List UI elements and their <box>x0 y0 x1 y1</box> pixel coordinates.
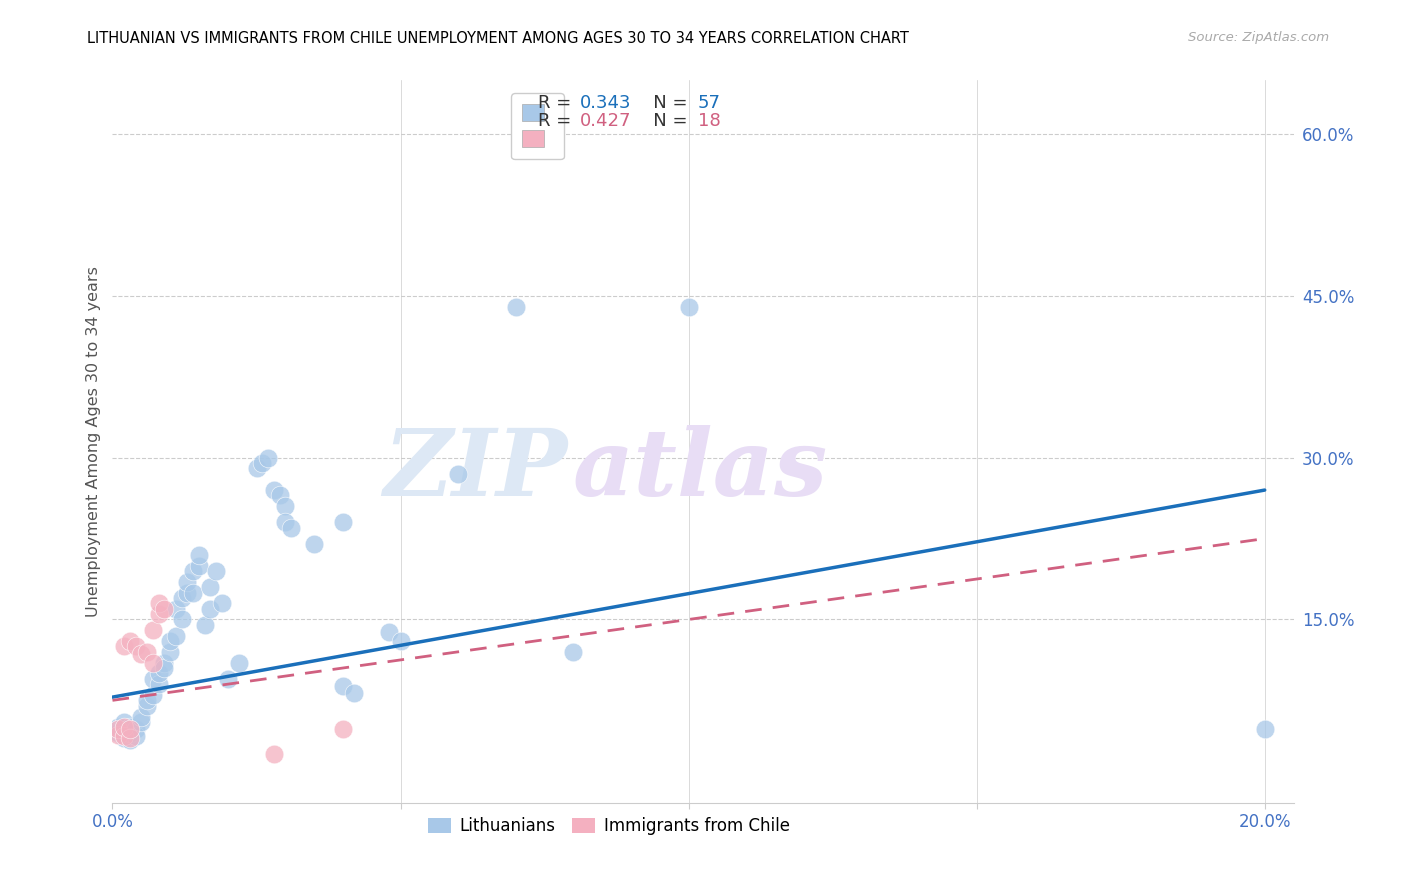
Point <box>257 450 280 465</box>
Point <box>129 714 152 729</box>
Point <box>274 500 297 514</box>
Point <box>274 516 297 530</box>
Point <box>378 625 401 640</box>
Point <box>136 693 159 707</box>
Point <box>118 725 141 739</box>
Text: N =: N = <box>636 95 693 112</box>
Point <box>280 521 302 535</box>
Text: 57: 57 <box>697 95 721 112</box>
Text: R =: R = <box>537 95 576 112</box>
Point <box>562 645 585 659</box>
Text: Source: ZipAtlas.com: Source: ZipAtlas.com <box>1188 31 1329 45</box>
Point <box>118 723 141 737</box>
Point <box>263 747 285 762</box>
Point <box>176 585 198 599</box>
Point <box>136 698 159 713</box>
Point <box>129 647 152 661</box>
Point <box>245 461 267 475</box>
Point <box>136 645 159 659</box>
Text: N =: N = <box>636 112 693 129</box>
Point <box>107 725 129 739</box>
Point <box>269 488 291 502</box>
Point <box>228 656 250 670</box>
Point <box>170 612 193 626</box>
Point <box>187 558 209 573</box>
Legend: Lithuanians, Immigrants from Chile: Lithuanians, Immigrants from Chile <box>420 810 796 841</box>
Point <box>181 585 204 599</box>
Point <box>187 548 209 562</box>
Point <box>1254 723 1277 737</box>
Text: 0.427: 0.427 <box>579 112 631 129</box>
Point <box>200 601 222 615</box>
Point <box>148 596 170 610</box>
Point <box>159 645 181 659</box>
Point <box>181 564 204 578</box>
Text: 0.343: 0.343 <box>579 95 631 112</box>
Point <box>678 300 700 314</box>
Point <box>148 677 170 691</box>
Point <box>124 729 146 743</box>
Point <box>332 679 354 693</box>
Point <box>153 661 176 675</box>
Text: 18: 18 <box>697 112 720 129</box>
Point <box>263 483 285 497</box>
Point <box>112 729 135 743</box>
Point <box>252 456 274 470</box>
Point <box>107 720 129 734</box>
Point <box>200 580 222 594</box>
Text: atlas: atlas <box>574 425 828 516</box>
Point <box>505 300 527 314</box>
Text: LITHUANIAN VS IMMIGRANTS FROM CHILE UNEMPLOYMENT AMONG AGES 30 TO 34 YEARS CORRE: LITHUANIAN VS IMMIGRANTS FROM CHILE UNEM… <box>87 31 910 46</box>
Point <box>302 537 325 551</box>
Text: ZIP: ZIP <box>382 425 567 516</box>
Point <box>332 723 354 737</box>
Point <box>148 607 170 621</box>
Point <box>107 723 129 737</box>
Text: R =: R = <box>537 112 576 129</box>
Point <box>118 731 141 745</box>
Point <box>148 666 170 681</box>
Point <box>159 634 181 648</box>
Y-axis label: Unemployment Among Ages 30 to 34 years: Unemployment Among Ages 30 to 34 years <box>86 266 101 617</box>
Point <box>205 564 228 578</box>
Point <box>118 634 141 648</box>
Point <box>170 591 193 605</box>
Point <box>107 728 129 742</box>
Point <box>153 601 176 615</box>
Point <box>112 731 135 745</box>
Point <box>124 640 146 654</box>
Point <box>343 686 366 700</box>
Point <box>142 688 165 702</box>
Point <box>389 634 412 648</box>
Point <box>447 467 470 481</box>
Point <box>176 574 198 589</box>
Point <box>142 672 165 686</box>
Point <box>112 720 135 734</box>
Point <box>112 714 135 729</box>
Point <box>165 601 187 615</box>
Point <box>165 629 187 643</box>
Point <box>142 624 165 638</box>
Point <box>112 640 135 654</box>
Point <box>211 596 233 610</box>
Point <box>332 516 354 530</box>
Point <box>142 656 165 670</box>
Point <box>124 723 146 737</box>
Point <box>153 656 176 670</box>
Point <box>217 672 239 686</box>
Point <box>118 733 141 747</box>
Point <box>194 618 217 632</box>
Point <box>118 720 141 734</box>
Point <box>129 709 152 723</box>
